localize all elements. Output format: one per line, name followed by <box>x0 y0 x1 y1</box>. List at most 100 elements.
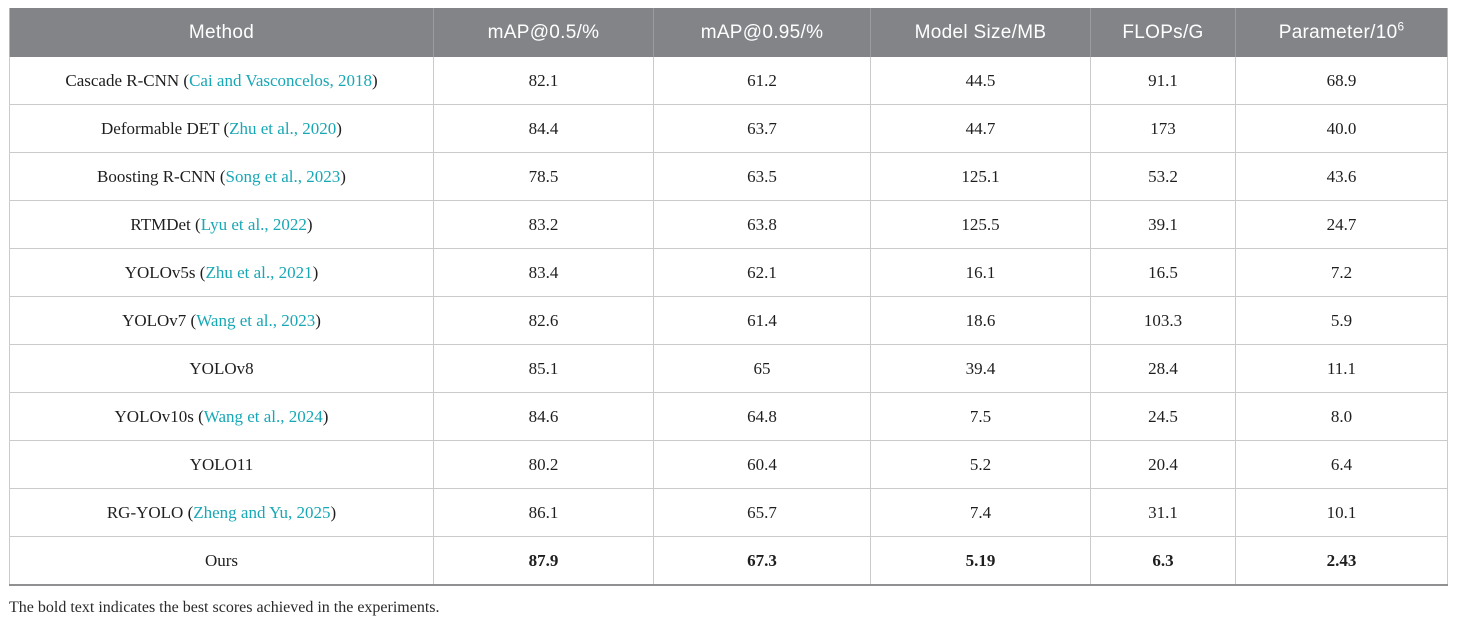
value-cell-model-size: 5.19 <box>870 536 1091 586</box>
method-name: YOLOv5s ( <box>124 262 206 282</box>
citation-link[interactable]: Song et al., 2023 <box>225 166 341 186</box>
method-name-suffix: ) <box>315 310 321 330</box>
value-cell-flops: 173 <box>1090 104 1236 153</box>
value-cell-parameter: 5.9 <box>1235 296 1448 345</box>
method-cell: YOLOv7 (Wang et al., 2023) <box>9 296 434 345</box>
method-name-suffix: ) <box>306 214 313 234</box>
method-cell: Boosting R-CNN (Song et al., 2023) <box>9 152 434 201</box>
value-cell-model-size: 5.2 <box>870 440 1091 489</box>
citation-link[interactable]: Zhu et al., 2021 <box>205 262 313 282</box>
method-name: RG-YOLO ( <box>106 502 194 522</box>
value-cell-map05: 84.6 <box>433 392 654 441</box>
table-figure: Method mAP@0.5/% mAP@0.95/% Model Size/M… <box>9 8 1448 617</box>
value-cell-map05: 82.1 <box>433 57 654 105</box>
value-cell-map095: 67.3 <box>653 536 871 586</box>
value-cell-flops: 28.4 <box>1090 344 1236 393</box>
method-name: YOLO11 <box>189 454 254 474</box>
value-cell-map05: 87.9 <box>433 536 654 586</box>
citation-link[interactable]: Lyu et al., 2022 <box>200 214 307 234</box>
value-cell-map05: 84.4 <box>433 104 654 153</box>
value-cell-model-size: 44.5 <box>870 57 1091 105</box>
value-cell-parameter: 2.43 <box>1235 536 1448 586</box>
citation-link[interactable]: Wang et al., 2024 <box>203 406 323 426</box>
value-cell-map095: 63.7 <box>653 104 871 153</box>
table-row-cascade-rcnn: Cascade R-CNN (Cai and Vasconcelos, 2018… <box>9 57 1448 105</box>
value-cell-map05: 83.2 <box>433 200 654 249</box>
comparison-table: Method mAP@0.5/% mAP@0.95/% Model Size/M… <box>9 8 1448 586</box>
value-cell-map095: 63.8 <box>653 200 871 249</box>
value-cell-parameter: 11.1 <box>1235 344 1448 393</box>
value-cell-model-size: 7.5 <box>870 392 1091 441</box>
value-cell-map095: 63.5 <box>653 152 871 201</box>
method-name: Deformable DET ( <box>101 118 230 138</box>
value-cell-model-size: 16.1 <box>870 248 1091 297</box>
table-row-yolo11: YOLO11 80.2 60.4 5.2 20.4 6.4 <box>9 440 1448 489</box>
value-cell-flops: 103.3 <box>1090 296 1236 345</box>
value-cell-map05: 83.4 <box>433 248 654 297</box>
method-cell: YOLOv10s (Wang et al., 2024) <box>9 392 434 441</box>
value-cell-model-size: 39.4 <box>870 344 1091 393</box>
value-cell-map095: 61.2 <box>653 57 871 105</box>
value-cell-flops: 16.5 <box>1090 248 1236 297</box>
method-cell: Deformable DET (Zhu et al., 2020) <box>9 104 434 153</box>
method-name: Boosting R-CNN ( <box>97 166 226 186</box>
header-row: Method mAP@0.5/% mAP@0.95/% Model Size/M… <box>9 8 1448 57</box>
method-cell: RG-YOLO (Zheng and Yu, 2025) <box>9 488 434 537</box>
method-name: YOLOv8 <box>189 358 254 378</box>
method-cell: Ours <box>9 536 434 586</box>
column-header-parameter: Parameter/106 <box>1235 8 1448 57</box>
value-cell-map05: 78.5 <box>433 152 654 201</box>
table-body: Cascade R-CNN (Cai and Vasconcelos, 2018… <box>9 57 1448 586</box>
value-cell-parameter: 40.0 <box>1235 104 1448 153</box>
table-row-yolov5s: YOLOv5s (Zhu et al., 2021) 83.4 62.1 16.… <box>9 248 1448 297</box>
method-cell: YOLO11 <box>9 440 434 489</box>
value-cell-flops: 20.4 <box>1090 440 1236 489</box>
value-cell-flops: 6.3 <box>1090 536 1236 586</box>
value-cell-flops: 31.1 <box>1090 488 1236 537</box>
value-cell-model-size: 125.5 <box>870 200 1091 249</box>
value-cell-map095: 64.8 <box>653 392 871 441</box>
value-cell-map05: 86.1 <box>433 488 654 537</box>
table-row-ours: Ours 87.9 67.3 5.19 6.3 2.43 <box>9 536 1448 586</box>
table-row-deformable-det: Deformable DET (Zhu et al., 2020) 84.4 6… <box>9 104 1448 153</box>
value-cell-flops: 24.5 <box>1090 392 1236 441</box>
value-cell-parameter: 43.6 <box>1235 152 1448 201</box>
table-row-boosting-rcnn: Boosting R-CNN (Song et al., 2023) 78.5 … <box>9 152 1448 201</box>
value-cell-model-size: 44.7 <box>870 104 1091 153</box>
method-name-suffix: ) <box>322 406 329 426</box>
value-cell-map095: 65.7 <box>653 488 871 537</box>
value-cell-parameter: 68.9 <box>1235 57 1448 105</box>
method-name-suffix: ) <box>330 502 337 522</box>
value-cell-parameter: 7.2 <box>1235 248 1448 297</box>
method-cell: RTMDet (Lyu et al., 2022) <box>9 200 434 249</box>
citation-link[interactable]: Wang et al., 2023 <box>196 310 316 330</box>
value-cell-map05: 85.1 <box>433 344 654 393</box>
value-cell-flops: 39.1 <box>1090 200 1236 249</box>
column-header-flops: FLOPs/G <box>1090 8 1236 57</box>
value-cell-parameter: 8.0 <box>1235 392 1448 441</box>
column-header-map05: mAP@0.5/% <box>433 8 654 57</box>
value-cell-map05: 82.6 <box>433 296 654 345</box>
value-cell-flops: 53.2 <box>1090 152 1236 201</box>
method-cell: YOLOv8 <box>9 344 434 393</box>
value-cell-model-size: 18.6 <box>870 296 1091 345</box>
table-row-yolov7: YOLOv7 (Wang et al., 2023) 82.6 61.4 18.… <box>9 296 1448 345</box>
table-row-rg-yolo: RG-YOLO (Zheng and Yu, 2025) 86.1 65.7 7… <box>9 488 1448 537</box>
table-footnote: The bold text indicates the best scores … <box>9 599 440 616</box>
value-cell-model-size: 125.1 <box>870 152 1091 201</box>
column-header-method: Method <box>9 8 434 57</box>
column-header-map095: mAP@0.95/% <box>653 8 871 57</box>
method-name: RTMDet ( <box>130 214 201 234</box>
citation-link[interactable]: Zheng and Yu, 2025 <box>193 502 331 522</box>
method-name-suffix: ) <box>312 262 319 282</box>
citation-link[interactable]: Zhu et al., 2020 <box>229 118 337 138</box>
column-header-model-size: Model Size/MB <box>870 8 1091 57</box>
value-cell-map095: 62.1 <box>653 248 871 297</box>
citation-link[interactable]: Cai and Vasconcelos, 2018 <box>189 70 372 90</box>
method-name: YOLOv7 ( <box>122 310 197 330</box>
method-name-suffix: ) <box>340 166 346 186</box>
method-name: Cascade R-CNN ( <box>65 70 190 90</box>
value-cell-map095: 61.4 <box>653 296 871 345</box>
value-cell-parameter: 10.1 <box>1235 488 1448 537</box>
method-name: Ours <box>204 550 239 570</box>
